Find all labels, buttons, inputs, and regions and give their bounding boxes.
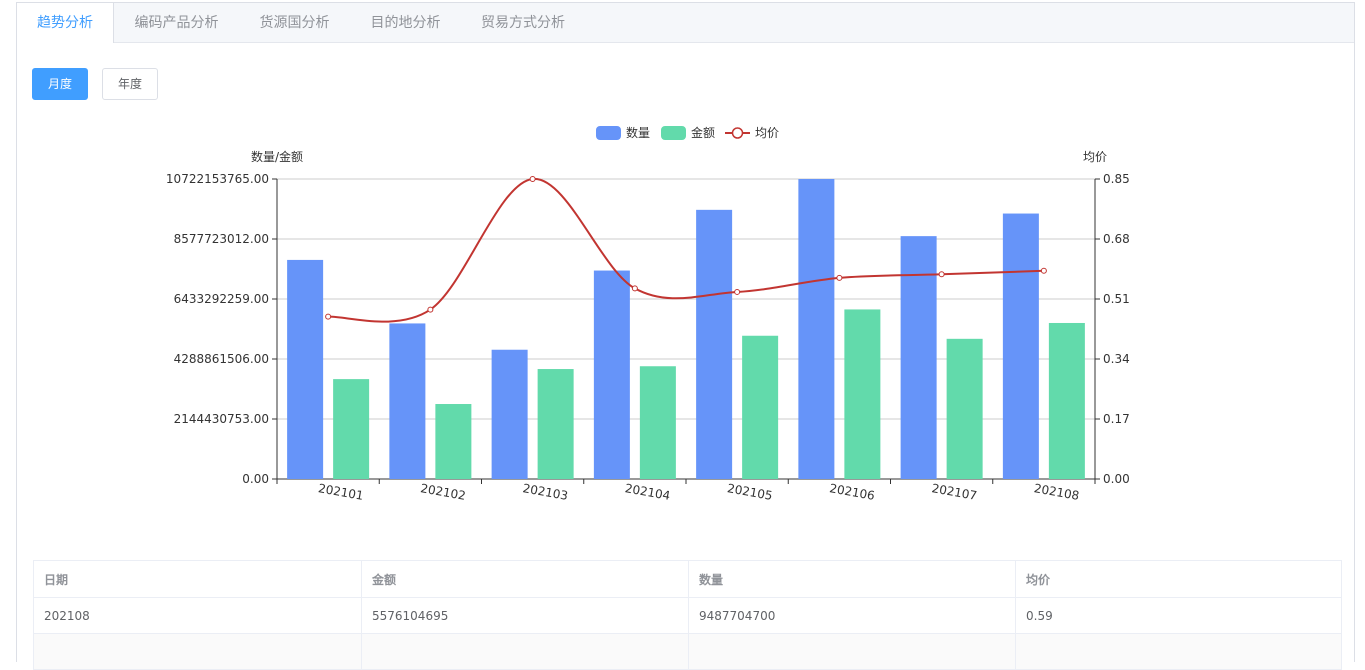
y-left-tick-label: 8577723012.00 xyxy=(174,232,269,246)
y-right-tick-label: 0.51 xyxy=(1103,292,1130,306)
x-tick-label: 202103 xyxy=(522,481,570,503)
bar-quantity xyxy=(900,236,937,479)
point-avg-price xyxy=(938,271,945,278)
bar-amount xyxy=(435,404,472,479)
analysis-panel: 趋势分析 编码产品分析 货源国分析 目的地分析 贸易方式分析 月度 年度 0.0… xyxy=(16,2,1355,670)
cell-date xyxy=(33,633,362,670)
cell-quantity: 9487704700 xyxy=(688,597,1016,634)
column-header-date[interactable]: 日期 xyxy=(33,560,362,598)
legend-marker-avg-price xyxy=(731,127,744,139)
yearly-button[interactable]: 年度 xyxy=(102,68,158,100)
cell-avg-price xyxy=(1015,633,1342,670)
point-avg-price xyxy=(631,285,638,292)
cell-date: 202108 xyxy=(33,597,362,634)
trend-chart: 0.00 0.00 2144430753.00 0.17 4288861506.00 0.… xyxy=(166,125,1130,503)
x-tick-label: 202101 xyxy=(317,481,365,503)
x-tick-label: 202105 xyxy=(726,481,774,503)
y-right-tick-label: 0.68 xyxy=(1103,232,1130,246)
tab-source-country-analysis[interactable]: 货源国分析 xyxy=(259,15,330,31)
y-left-tick-label: 4288861506.00 xyxy=(174,352,269,366)
legend-label-quantity: 数量 xyxy=(626,125,650,140)
cell-avg-price: 0.59 xyxy=(1015,597,1342,634)
bar-quantity xyxy=(798,179,835,479)
x-tick-label: 202107 xyxy=(931,481,979,503)
tab-trend-analysis[interactable]: 趋势分析 xyxy=(17,3,114,43)
bar-amount xyxy=(844,309,881,479)
bar-amount xyxy=(1048,322,1085,479)
x-tick-label: 202104 xyxy=(624,481,672,503)
table-row: 202108 5576104695 9487704700 0.59 xyxy=(33,597,1342,634)
tab-destination-analysis[interactable]: 目的地分析 xyxy=(370,15,441,31)
x-tick-label: 202102 xyxy=(419,481,467,503)
bar-amount xyxy=(537,369,574,479)
legend-swatch-amount xyxy=(661,126,686,140)
y-right-tick-label: 0.00 xyxy=(1103,472,1130,486)
column-header-quantity[interactable]: 数量 xyxy=(688,560,1016,598)
y-left-tick-label: 2144430753.00 xyxy=(174,412,269,426)
column-header-avg-price[interactable]: 均价 xyxy=(1015,560,1342,598)
point-avg-price xyxy=(325,313,332,320)
y-right-tick-label: 0.17 xyxy=(1103,412,1130,426)
point-avg-price xyxy=(427,306,434,313)
column-header-amount[interactable]: 金额 xyxy=(361,560,689,598)
bar-amount xyxy=(639,366,676,479)
line-avg-price xyxy=(328,177,1044,323)
y-right-axis-label: 均价 xyxy=(1083,150,1107,164)
y-left-axis-label: 数量/金额 xyxy=(251,149,303,164)
bar-quantity xyxy=(593,270,630,479)
y-right-tick-label: 0.34 xyxy=(1103,352,1130,366)
legend-label-amount: 金额 xyxy=(691,125,715,140)
point-avg-price xyxy=(836,274,843,281)
bar-quantity xyxy=(1002,213,1039,479)
point-avg-price xyxy=(734,288,741,295)
tab-trade-mode-analysis[interactable]: 贸易方式分析 xyxy=(481,15,565,31)
y-left-tick-label: 6433292259.00 xyxy=(174,292,269,306)
bar-quantity xyxy=(491,349,528,479)
legend-swatch-quantity xyxy=(596,126,621,140)
tab-bar: 趋势分析 编码产品分析 货源国分析 目的地分析 贸易方式分析 xyxy=(17,3,1354,43)
x-tick-label: 202108 xyxy=(1033,481,1081,503)
monthly-button[interactable]: 月度 xyxy=(32,68,88,100)
bar-quantity xyxy=(287,259,324,479)
y-right-tick-label: 0.85 xyxy=(1103,172,1130,186)
cell-amount: 5576104695 xyxy=(361,597,689,634)
bar-quantity xyxy=(696,209,733,480)
point-avg-price xyxy=(529,176,536,182)
x-tick-label: 202106 xyxy=(828,481,876,503)
y-left-tick-label: 0.00 xyxy=(242,472,269,486)
cell-amount xyxy=(361,633,689,670)
table-row xyxy=(33,633,1342,670)
y-left-tick-label: 10722153765.00 xyxy=(166,172,269,186)
trend-table: 日期 金额 数量 均价 202108 5576104695 9487704700… xyxy=(33,560,1342,670)
table-header-row: 日期 金额 数量 均价 xyxy=(33,560,1342,598)
point-avg-price xyxy=(1040,267,1047,274)
bar-amount xyxy=(742,335,779,479)
bar-quantity xyxy=(389,323,426,479)
bar-amount xyxy=(946,338,983,479)
tab-hscode-product-analysis[interactable]: 编码产品分析 xyxy=(134,15,219,31)
bar-amount xyxy=(333,379,370,479)
cell-quantity xyxy=(688,633,1016,670)
legend-label-avg-price: 均价 xyxy=(755,126,779,140)
